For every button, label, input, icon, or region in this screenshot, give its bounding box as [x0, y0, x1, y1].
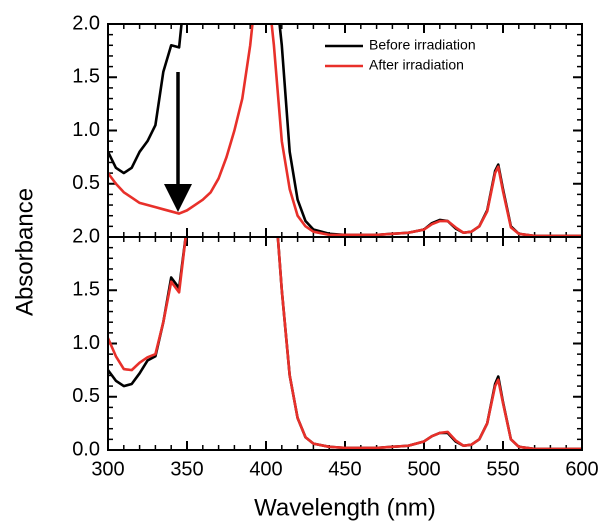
- y-tick-label: 0.5: [72, 172, 100, 194]
- y-tick-label: 1.0: [72, 119, 100, 141]
- x-tick-label: 550: [486, 458, 519, 480]
- y-tick-label: 1.5: [72, 66, 100, 88]
- x-tick-label: 450: [328, 458, 361, 480]
- y-tick-label: 1.0: [72, 332, 100, 354]
- y-tick-label: 2.0: [72, 12, 100, 34]
- y-tick-label: 0.5: [72, 385, 100, 407]
- x-tick-label: 400: [249, 458, 282, 480]
- y-tick-label: 0.0: [72, 438, 100, 460]
- panel: 0.0 0.5 1.0 1.5 2.0 300 350 400 450 500 550 600: [72, 225, 599, 480]
- panel: 0.5 1.0 1.5 2.0 Before irradiation After irra…: [72, 12, 583, 238]
- x-tick-label: 600: [565, 458, 598, 480]
- data-line: [108, 237, 582, 450]
- y-axis-label: Absorbance: [11, 188, 38, 316]
- data-line: [108, 24, 582, 237]
- y-tick-label: 2.0: [72, 225, 100, 247]
- legend-label: Before irradiation: [369, 37, 476, 53]
- plot-frame: [107, 236, 583, 451]
- x-axis-label: Wavelength (nm): [254, 494, 436, 521]
- legend-label: After irradiation: [369, 57, 464, 73]
- x-tick-label: 350: [170, 458, 203, 480]
- y-tick-label: 1.5: [72, 279, 100, 301]
- x-tick-label: 500: [407, 458, 440, 480]
- x-tick-label: 300: [91, 458, 124, 480]
